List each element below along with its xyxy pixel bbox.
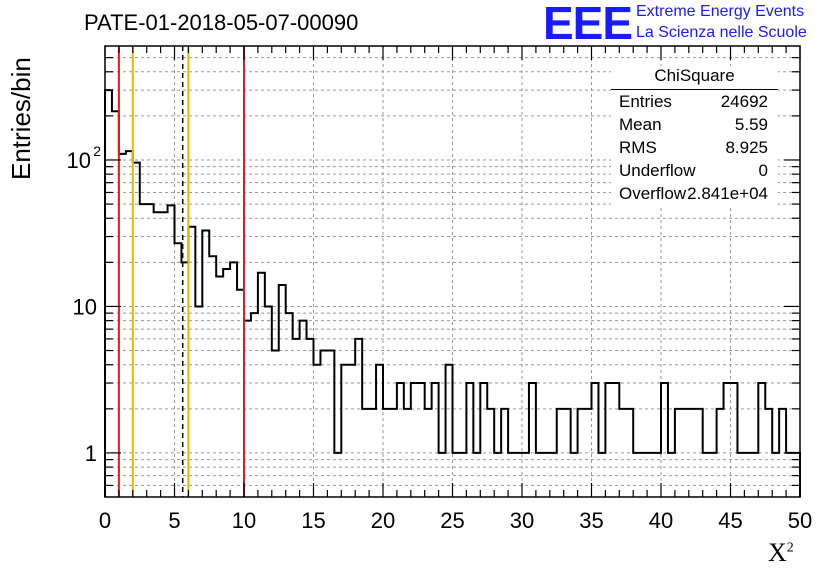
stats-key: Underflow	[619, 161, 696, 180]
stats-value: 8.925	[725, 138, 768, 157]
grid-layer	[105, 46, 800, 497]
x-tick-label: 25	[440, 508, 464, 533]
stats-key: RMS	[619, 138, 657, 157]
stats-row: RMS 8.925	[611, 136, 778, 159]
x-tick-label: 20	[371, 508, 395, 533]
stats-row: Mean 5.59	[611, 113, 778, 136]
y-tick-label: 1	[85, 441, 97, 466]
stats-row: Entries 24692	[611, 90, 778, 113]
x-tick-label: 5	[168, 508, 180, 533]
y-tick-label-exponent: 2	[93, 143, 101, 159]
logo-line-1: Extreme Energy Events	[636, 3, 805, 20]
stats-value: 0	[758, 161, 768, 180]
x-tick-label: 10	[232, 508, 256, 533]
vertical-lines-layer	[117, 46, 245, 497]
x-tick-label: 15	[301, 508, 325, 533]
stats-box: ChiSquare Entries 24692 Mean 5.59 RMS 8.925…	[611, 66, 778, 205]
stats-row: Overflow 2.841e+04	[611, 182, 778, 205]
histogram-layer	[104, 89, 801, 497]
x-tick-label: 0	[99, 508, 111, 533]
x-tick-label: 50	[788, 508, 812, 533]
x-tick-label: 35	[579, 508, 603, 533]
stats-value: 5.59	[734, 115, 768, 134]
stats-key: Overflow	[619, 184, 687, 203]
stats-key: Entries	[619, 92, 672, 111]
y-tick-label: 10	[73, 294, 97, 319]
chart-title: PATE-01-2018-05-07-00090	[84, 10, 359, 35]
eee-logo: EEE	[543, 0, 633, 49]
stats-row: Underflow 0	[611, 159, 778, 182]
stats-title: ChiSquare	[611, 66, 778, 90]
x-tick-label: 30	[510, 508, 534, 533]
logo-line-2: La Scienza nelle Scuole	[636, 24, 807, 41]
y-tick-label: 10	[67, 148, 91, 173]
stats-value: 2.841e+04	[687, 184, 768, 203]
y-axis-label: Entries/bin	[6, 57, 36, 180]
stats-value: 24692	[720, 92, 768, 111]
stats-key: Mean	[619, 115, 662, 134]
x-tick-label: 45	[718, 508, 742, 533]
x-tick-label: 40	[649, 508, 673, 533]
x-axis-label: X2	[768, 538, 794, 567]
histogram-series	[104, 89, 801, 497]
